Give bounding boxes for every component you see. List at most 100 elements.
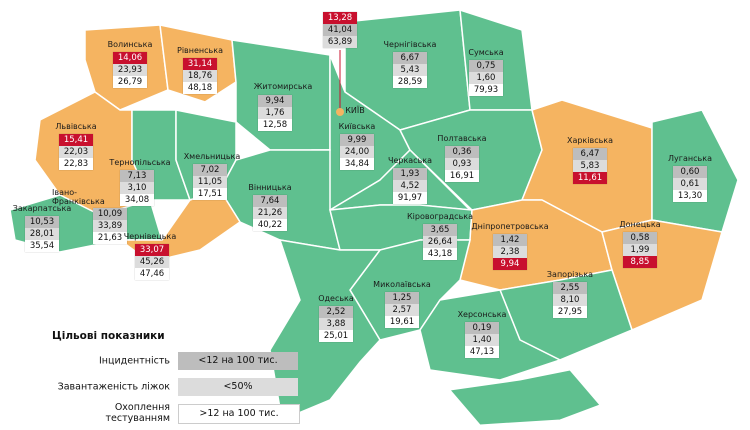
- region-name: Івано-Франківська: [52, 188, 105, 206]
- stat-value: 28,59: [393, 76, 427, 88]
- stat-value: 21,26: [253, 207, 287, 219]
- legend-row: Завантаженість ліжок <50%: [18, 374, 318, 400]
- stat-value: 23,93: [113, 64, 147, 76]
- stat-value: 1,99: [623, 244, 657, 256]
- stat-value: 9,99: [340, 134, 374, 146]
- stat-value: 19,61: [385, 316, 419, 328]
- stat-box: 0,36 0,93 16,91: [445, 146, 479, 182]
- legend-target: >12 на 100 тис.: [178, 404, 300, 424]
- legend-target: <12 на 100 тис.: [178, 352, 298, 370]
- stat-value: 11,61: [573, 172, 607, 184]
- stat-value: 0,93: [445, 158, 479, 170]
- stat-value: 7,64: [253, 195, 287, 207]
- stat-value: 28,01: [25, 228, 59, 240]
- stat-value: 1,93: [393, 168, 427, 180]
- stat-value: 2,52: [319, 306, 353, 318]
- region-name: Сумська: [468, 48, 504, 57]
- stat-value: 0,60: [673, 166, 707, 178]
- stat-box: 7,02 11,05 17,51: [193, 164, 227, 200]
- stat-value: 34,08: [120, 194, 154, 206]
- region-name: Харківська: [566, 136, 614, 145]
- legend-rows: Інцидентність <12 на 100 тис. Завантаженіс…: [18, 348, 318, 426]
- stat-value: 25,01: [319, 330, 353, 342]
- stat-value: 9,94: [258, 95, 292, 107]
- stat-value: 47,13: [465, 346, 499, 358]
- stat-value: 18,76: [183, 70, 217, 82]
- legend-label: Інцидентність: [98, 355, 170, 367]
- stat-value: 63,89: [323, 36, 357, 48]
- region-name: Хмельницька: [183, 152, 241, 161]
- stat-value: 7,02: [193, 164, 227, 176]
- legend-row: Охоплення тестуванням >12 на 100 тис.: [18, 400, 318, 426]
- stat-box: 7,64 21,26 40,22: [253, 195, 287, 231]
- region-name: Закарпатська: [12, 204, 72, 213]
- stat-value: 1,25: [385, 292, 419, 304]
- stat-box: 0,60 0,61 13,30: [673, 166, 707, 202]
- stat-box: 7,13 3,10 34,08: [120, 170, 154, 206]
- stat-value: 22,03: [59, 146, 93, 158]
- stat-box: 14,06 23,93 26,79: [113, 52, 147, 88]
- stat-value: 2,38: [493, 246, 527, 258]
- stat-value: 9,94: [493, 258, 527, 270]
- stat-value: 34,84: [340, 158, 374, 170]
- legend-title: Цільові показники: [52, 330, 165, 342]
- stat-value: 11,05: [193, 176, 227, 188]
- stat-box: 1,93 4,52 91,97: [393, 168, 427, 204]
- stat-box: 6,67 5,43 28,59: [393, 52, 427, 88]
- stat-box: 31,14 18,76 48,18: [183, 58, 217, 94]
- stat-box: 10,53 28,01 35,54: [25, 216, 59, 252]
- stat-value: 8,85: [623, 256, 657, 268]
- stat-value: 2,55: [553, 282, 587, 294]
- stat-value: 1,76: [258, 107, 292, 119]
- kyiv-dot: [336, 108, 344, 116]
- region-name: Запорізька: [546, 270, 594, 279]
- region-name: Львівська: [55, 122, 97, 131]
- region-name: Одеська: [318, 294, 354, 303]
- legend-row: Інцидентність <12 на 100 тис.: [18, 348, 318, 374]
- stat-box: 0,58 1,99 8,85: [623, 232, 657, 268]
- stat-value: 5,43: [393, 64, 427, 76]
- stat-value: 1,60: [469, 72, 503, 84]
- region-name: Луганська: [668, 154, 712, 163]
- stat-box: 1,25 2,57 19,61: [385, 292, 419, 328]
- legend-label: Охоплення тестуванням: [105, 402, 170, 424]
- stat-value: 26,79: [113, 76, 147, 88]
- stat-value: 22,83: [59, 158, 93, 170]
- stat-box: 6,47 5,83 11,61: [573, 148, 607, 184]
- region-name: Херсонська: [457, 310, 507, 319]
- region-name: Київська: [338, 122, 376, 131]
- stat-value: 8,10: [553, 294, 587, 306]
- stat-value: 0,36: [445, 146, 479, 158]
- stat-value: 7,13: [120, 170, 154, 182]
- stat-value: 79,93: [469, 84, 503, 96]
- kyiv-name: КИЇВ: [345, 106, 365, 115]
- stat-value: 0,19: [465, 322, 499, 334]
- stat-value: 21,63: [93, 232, 127, 244]
- stat-value: 5,83: [573, 160, 607, 172]
- stat-value: 45,26: [135, 256, 169, 268]
- stat-value: 27,95: [553, 306, 587, 318]
- region-name: Дніпропетровська: [471, 222, 549, 231]
- stat-value: 13,30: [673, 190, 707, 202]
- stat-value: 35,54: [25, 240, 59, 252]
- stat-value: 14,06: [113, 52, 147, 64]
- stat-value: 33,07: [135, 244, 169, 256]
- stat-box: 1,42 2,38 9,94: [493, 234, 527, 270]
- stat-box: 0,19 1,40 47,13: [465, 322, 499, 358]
- legend-label: Завантаженість ліжок: [57, 381, 170, 393]
- stat-value: 10,53: [25, 216, 59, 228]
- region-name: Полтавська: [437, 134, 487, 143]
- stat-value: 24,00: [340, 146, 374, 158]
- stat-value: 6,67: [393, 52, 427, 64]
- stat-value: 12,58: [258, 119, 292, 131]
- stat-value: 17,51: [193, 188, 227, 200]
- stat-box: 2,52 3,88 25,01: [319, 306, 353, 342]
- stat-value: 15,41: [59, 134, 93, 146]
- stat-box: 33,07 45,26 47,46: [135, 244, 169, 280]
- legend-target: <50%: [178, 378, 298, 396]
- stat-box: 0,75 1,60 79,93: [469, 60, 503, 96]
- region-name: Кіровоградська: [406, 212, 474, 221]
- crimea: [449, 369, 601, 426]
- stat-value: 13,28: [323, 12, 357, 24]
- region-name: Миколаївська: [373, 280, 431, 289]
